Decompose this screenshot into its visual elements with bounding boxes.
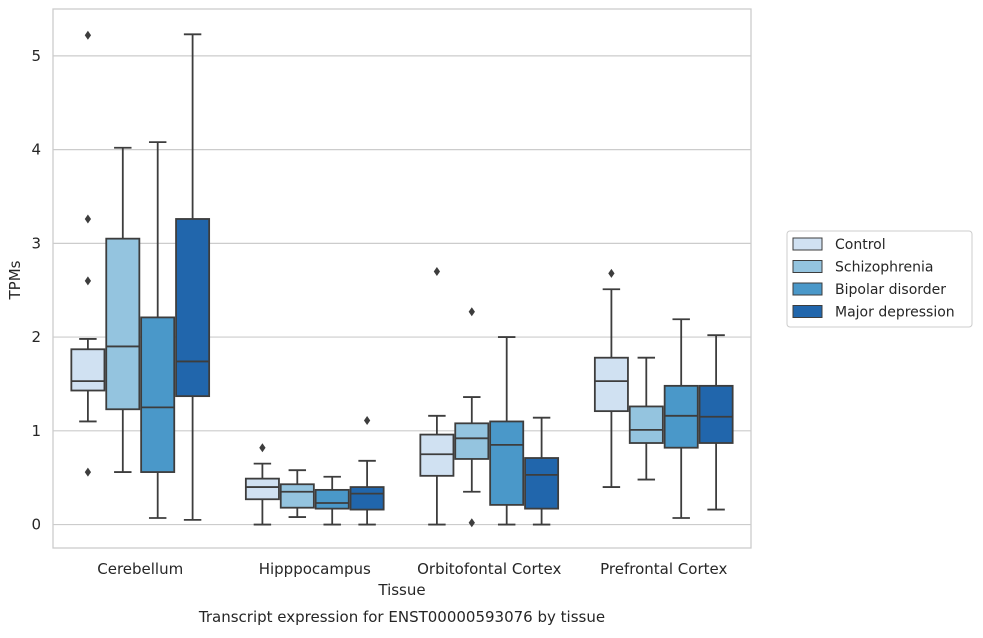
y-tick-label: 4 <box>31 141 41 159</box>
box-iqr <box>279 483 315 509</box>
box-major-depression <box>524 416 560 526</box>
outlier-point <box>468 307 475 317</box>
legend-frame <box>786 230 973 328</box>
x-tick-label: Orbitofontal Cortex <box>417 560 561 578</box>
x-tick-labels: Cerebellum Hipppocampus Orbitofontal Corte… <box>97 560 727 578</box>
box-iqr <box>70 348 106 392</box>
box-iqr <box>454 422 490 460</box>
outlier-point <box>259 443 266 453</box>
box-iqr <box>175 218 211 398</box>
box-iqr <box>419 433 455 477</box>
legend-label: Schizophrenia <box>835 260 933 276</box>
box-control <box>244 443 280 526</box>
box-iqr <box>524 457 560 510</box>
box-iqr <box>628 405 664 444</box>
box-iqr <box>244 477 280 501</box>
y-tick-label: 5 <box>31 47 41 65</box>
x-tick-label: Hipppocampus <box>259 560 371 578</box>
outlier-point <box>84 30 92 40</box>
outlier-point <box>84 214 92 224</box>
box-major-depression <box>349 416 385 526</box>
box-iqr <box>314 488 350 510</box>
box-iqr <box>489 420 525 506</box>
box-control <box>419 266 455 526</box>
y-tick-label: 3 <box>31 234 41 252</box>
box-iqr <box>698 384 734 444</box>
box-control <box>70 30 106 477</box>
legend-items: Control Schizophrenia Bipolar disorder Majo… <box>792 237 955 321</box>
legend-label: Major depression <box>835 305 955 321</box>
plot-frame <box>52 8 752 549</box>
box-schizophrenia <box>628 356 664 481</box>
x-tick-label: Prefrontal Cortex <box>600 560 727 578</box>
outlier-point <box>433 266 441 276</box>
legend: Control Schizophrenia Bipolar disorder Majo… <box>786 230 973 328</box>
x-axis-label: Tissue <box>377 581 425 599</box>
box-schizophrenia <box>105 146 141 473</box>
box-bipolar-disorder <box>314 475 350 526</box>
box-schizophrenia <box>279 469 315 518</box>
y-axis-label: TPMs <box>6 260 24 300</box>
outlier-point <box>84 467 92 477</box>
box-control <box>593 268 629 488</box>
x-tick-label: Cerebellum <box>97 560 183 578</box>
box-schizophrenia <box>454 307 490 528</box>
y-tick-labels: 0 1 2 3 4 5 <box>31 47 41 534</box>
outlier-point <box>468 518 475 528</box>
box-bipolar-disorder <box>663 318 699 519</box>
outlier-point <box>608 268 615 278</box>
y-tick-label: 1 <box>31 422 41 440</box>
legend-label: Control <box>835 237 886 253</box>
box-iqr <box>349 486 385 511</box>
outlier-point <box>84 276 92 286</box>
box-iqr <box>105 237 141 411</box>
y-tick-label: 2 <box>31 328 41 346</box>
box-iqr <box>593 356 629 413</box>
legend-swatch <box>792 260 823 273</box>
y-tick-label: 0 <box>31 516 41 534</box>
chart-caption: Transcript expression for ENST0000059307… <box>198 608 605 626</box>
box-iqr <box>663 384 699 449</box>
legend-swatch <box>792 305 823 318</box>
legend-label: Bipolar disorder <box>835 282 946 298</box>
boxes <box>70 30 734 528</box>
legend-swatch <box>792 282 823 296</box>
box-iqr <box>140 316 176 473</box>
outlier-point <box>363 416 371 426</box>
box-bipolar-disorder <box>489 336 525 526</box>
box-bipolar-disorder <box>140 141 176 519</box>
box-major-depression <box>175 33 211 521</box>
legend-swatch <box>792 237 823 251</box>
box-major-depression <box>698 334 734 511</box>
